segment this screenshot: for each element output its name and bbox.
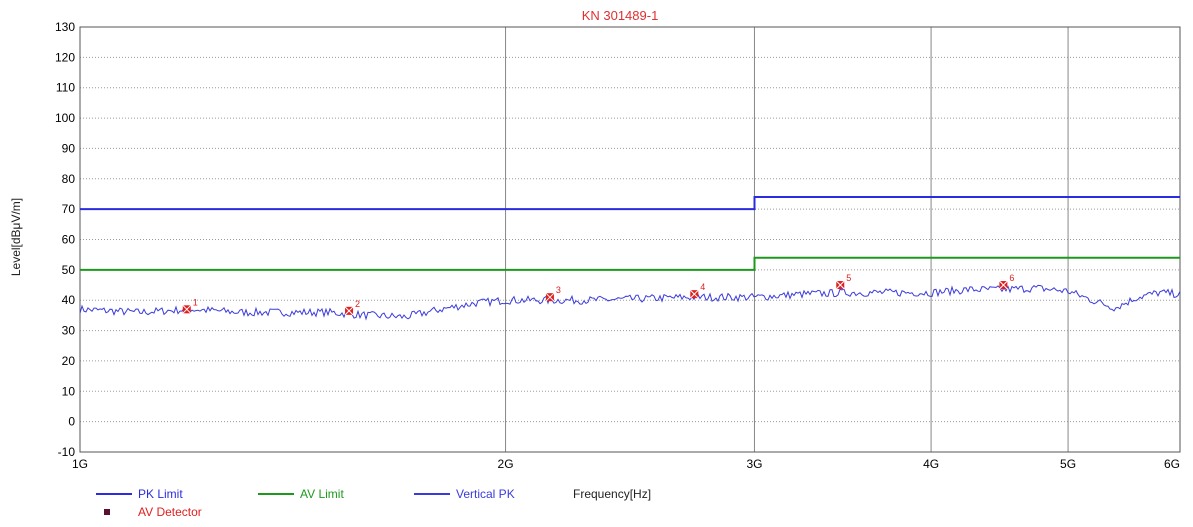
x-tick-label: 3G [746,457,762,471]
y-tick-label: 40 [62,293,76,307]
x-tick-label: 1G [72,457,88,471]
y-tick-label: 70 [62,202,76,216]
av-detector-marker-cross [344,306,354,316]
y-tick-label: 100 [55,111,75,125]
y-tick-label: 80 [62,172,76,186]
y-tick-label: -10 [58,445,76,459]
x-axis-title: Frequency[Hz] [573,487,651,501]
y-tick-label: 130 [55,20,75,34]
legend-label: AV Detector [138,505,202,519]
x-tick-label: 5G [1060,457,1076,471]
av-detector-marker-cross [999,280,1008,290]
y-tick-label: 10 [62,384,76,398]
av-detector-marker-cross [835,280,845,290]
legend-label: PK Limit [138,487,183,501]
y-tick-label: 120 [55,50,75,64]
av-detector-marker-cross [689,289,699,299]
x-tick-label: 6G [1164,457,1180,471]
y-tick-label: 50 [62,263,76,277]
av-detector-marker-label: 4 [700,282,705,292]
y-tick-label: 30 [62,324,76,338]
av-detector-marker-label: 2 [355,299,360,309]
av-detector-marker-label: 3 [556,285,561,295]
legend-label: Vertical PK [456,487,515,501]
series [79,196,1181,321]
vertical-pk-trace [79,284,1181,321]
legend-swatch [104,509,110,515]
y-tick-label: 110 [56,81,75,95]
av-detector-marker-label: 5 [846,273,851,283]
y-tick-label: 60 [62,233,76,247]
plot-frame [79,26,1181,453]
gridlines [79,26,1181,453]
legend: PK Limit AV Limit Vertical PK AV Detector [96,487,515,519]
x-tick-label: 2G [498,457,514,471]
chart-title: KN 301489-1 [582,8,659,23]
av-detector-markers: 1 2 3 4 5 6 [182,273,1014,316]
av-detector-marker-label: 6 [1009,273,1014,283]
av-detector-marker-label: 1 [193,297,198,307]
y-tick-label: 90 [62,141,76,155]
av-detector-marker-cross [182,304,192,314]
x-tick-label: 4G [923,457,939,471]
legend-label: AV Limit [300,487,344,501]
axis-ticks: -10 0 10 20 30 40 50 60 70 80 90 100 110 120 130 1G 2G 3G… [55,20,1180,471]
pk-limit-line [80,196,1180,211]
av-limit-line [80,256,1180,271]
av-detector-marker-cross [545,292,555,302]
y-tick-label: 20 [62,354,76,368]
y-axis-title: Level[dBμV/m] [9,198,23,276]
y-tick-label: 0 [68,415,75,429]
